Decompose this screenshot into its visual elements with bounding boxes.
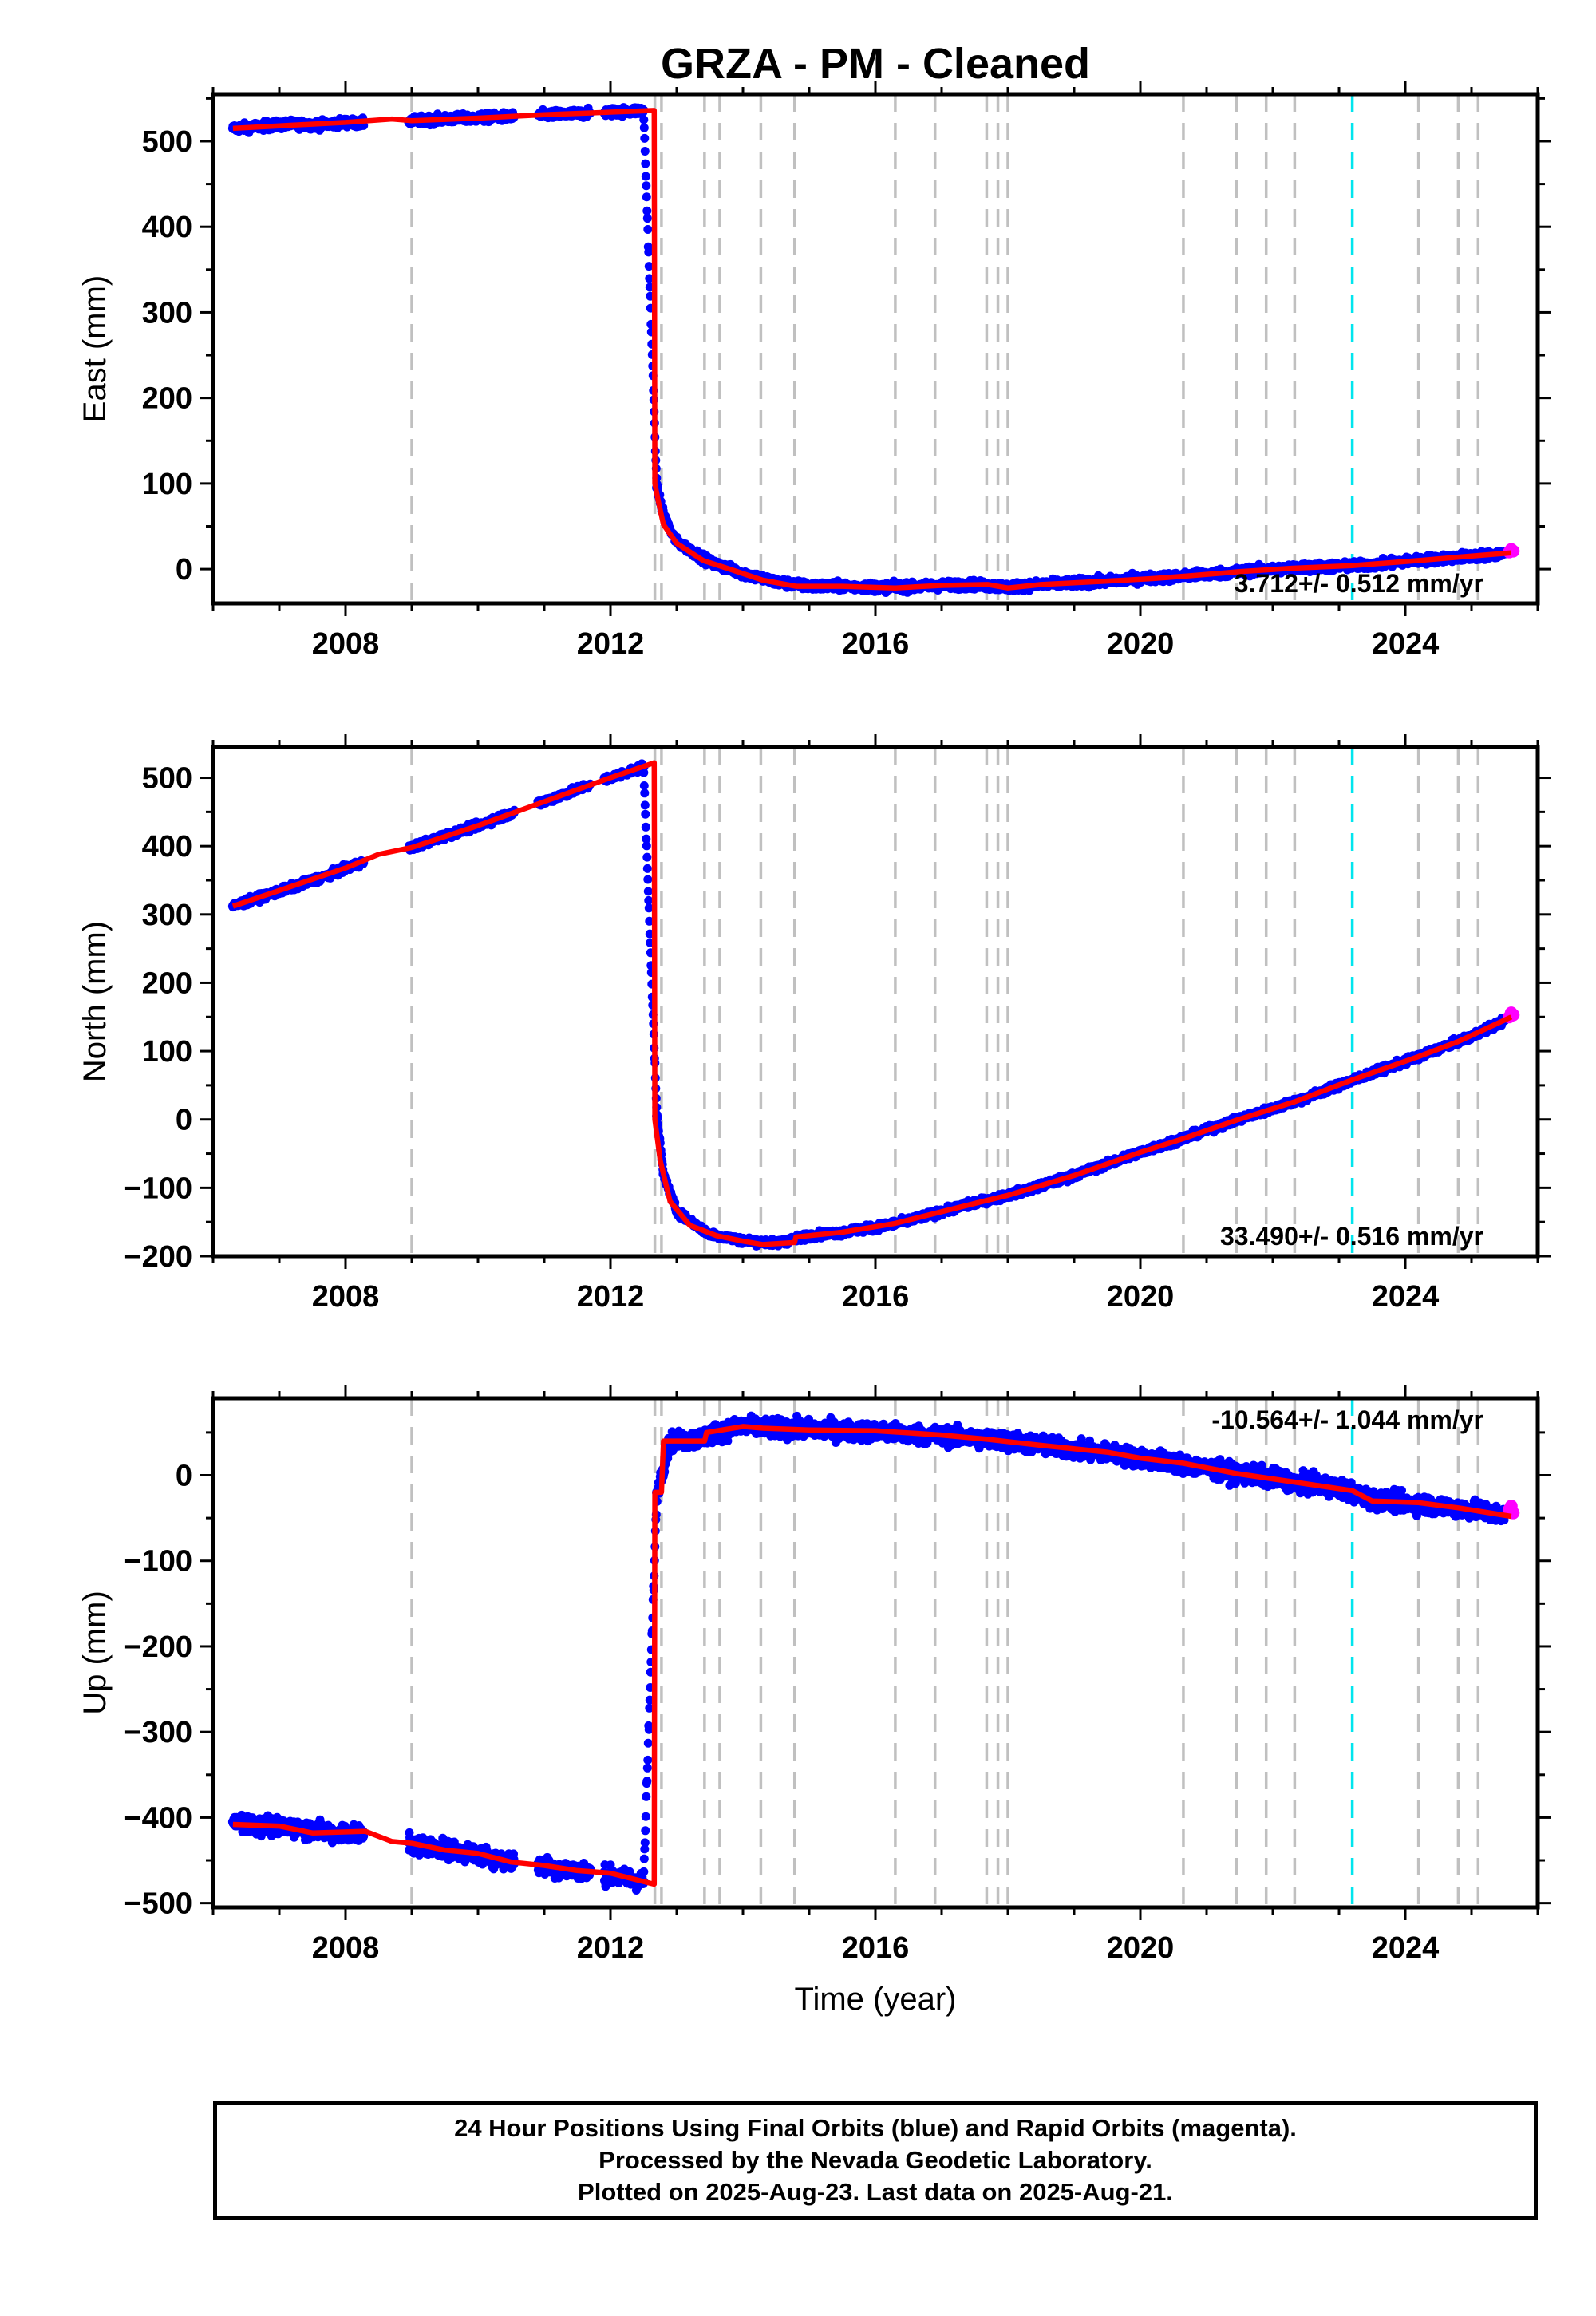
final-point bbox=[642, 192, 651, 202]
final-point bbox=[640, 788, 650, 798]
plot-area-east bbox=[227, 94, 1520, 603]
final-point bbox=[640, 133, 650, 143]
final-point bbox=[640, 800, 650, 810]
panels: 2008 2012 2016 2020 2024 0 100 200 300 400 500 East… bbox=[77, 81, 1551, 1965]
final-point bbox=[642, 834, 651, 844]
x-tick-label-east-0: 2008 bbox=[312, 627, 380, 661]
final-point bbox=[645, 916, 654, 926]
final-point bbox=[645, 274, 654, 283]
final-point bbox=[644, 895, 654, 905]
final-point bbox=[640, 147, 650, 156]
model-line-east bbox=[232, 108, 1512, 591]
final-point bbox=[642, 852, 652, 862]
final-point bbox=[644, 247, 654, 257]
rate-label-east: 3.712+/- 0.512 mm/yr bbox=[1235, 569, 1483, 598]
final-point bbox=[642, 841, 651, 851]
final-point bbox=[639, 123, 649, 132]
final-point bbox=[643, 875, 653, 884]
final-point bbox=[641, 822, 650, 832]
final-point bbox=[644, 903, 654, 913]
panel-north: 2008 2012 2016 2020 2024−200−100010020030040… bbox=[77, 734, 1551, 1314]
y-tick-label-east-1: 100 bbox=[142, 468, 192, 501]
x-tick-label-east-2: 2016 bbox=[842, 627, 910, 661]
final-point bbox=[641, 172, 650, 181]
y-tick-label-east-2: 200 bbox=[142, 382, 192, 416]
final-point bbox=[642, 864, 652, 873]
y-tick-label-east-0: 0 bbox=[176, 553, 192, 587]
plot-area-north bbox=[227, 747, 1520, 1256]
final-point bbox=[639, 781, 649, 790]
final-point bbox=[644, 262, 654, 271]
final-point bbox=[642, 181, 651, 191]
y-tick-label-east-3: 300 bbox=[142, 296, 192, 330]
final-point bbox=[639, 115, 649, 124]
figure-title: GRZA - PM - Cleaned bbox=[661, 40, 1090, 88]
x-tick-label-east-1: 2012 bbox=[577, 627, 645, 661]
final-point bbox=[642, 206, 652, 215]
final-points-north bbox=[227, 759, 1510, 1251]
final-point bbox=[643, 225, 653, 234]
final-point bbox=[643, 887, 653, 896]
final-point bbox=[642, 214, 652, 223]
y-axis-label-east: East (mm) bbox=[77, 275, 113, 422]
final-point bbox=[641, 809, 650, 819]
final-points-east bbox=[227, 103, 1510, 597]
panel-east: 2008 2012 2016 2020 2024 0 100 200 300 400 500 East… bbox=[77, 81, 1551, 661]
final-point bbox=[641, 159, 650, 168]
y-tick-label-east-5: 500 bbox=[142, 125, 192, 159]
x-tick-label-east-4: 2024 bbox=[1372, 627, 1440, 661]
x-tick-label-east-3: 2020 bbox=[1107, 627, 1175, 661]
y-tick-label-east-4: 400 bbox=[142, 211, 192, 244]
